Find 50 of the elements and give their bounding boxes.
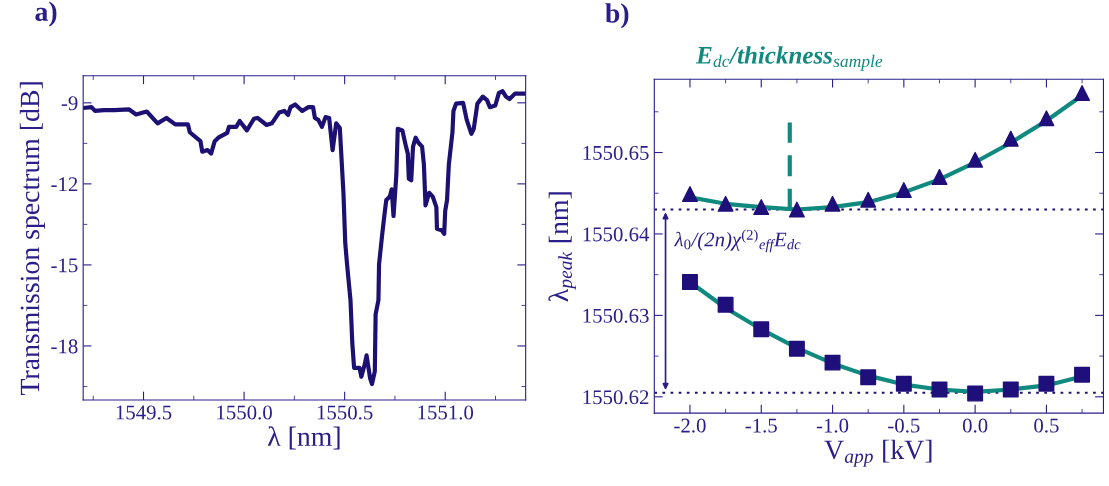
annotation: λ$_{0}$/(2n)χ$^{(2)}$$_{eff}$E$_{dc}$ <box>674 229 801 253</box>
point <box>717 296 734 313</box>
y-tick-label: 1550.64 <box>583 227 650 242</box>
point <box>824 354 841 371</box>
point <box>967 385 984 402</box>
x-axis-title: λ [nm] <box>267 426 340 450</box>
point <box>860 191 877 208</box>
x-tick-label: 1551.0 <box>418 405 474 420</box>
line-series <box>83 89 526 387</box>
point <box>753 199 770 216</box>
point <box>717 195 734 212</box>
point <box>1002 381 1019 398</box>
y-axis-title: λ$_{peak}$ [nm] <box>548 192 576 302</box>
y-tick-label: -12 <box>51 177 78 192</box>
x-tick-label: -0.5 <box>888 418 920 433</box>
point <box>895 375 912 392</box>
y-tick-label: -15 <box>51 258 78 273</box>
x-tick-label: 1549.5 <box>116 405 172 420</box>
point <box>788 340 805 357</box>
y-tick-label: 1550.62 <box>583 390 649 405</box>
y-tick-label: -9 <box>61 96 78 111</box>
point <box>681 274 698 290</box>
point <box>1038 110 1055 127</box>
point <box>860 369 877 386</box>
x-tick-label: 0.5 <box>1034 418 1059 433</box>
point <box>1038 375 1055 392</box>
point <box>753 321 770 338</box>
point <box>931 168 948 185</box>
point <box>1074 85 1091 102</box>
ref-line-label: E$_{dc}$/thickness$_{sample}$ <box>695 46 883 71</box>
chart-title: b) <box>605 3 629 29</box>
chart-title: a) <box>35 1 57 27</box>
x-tick-label: 1550.5 <box>317 405 373 420</box>
point <box>895 181 912 198</box>
x-tick-label: 0.0 <box>962 418 988 433</box>
point <box>1074 366 1091 383</box>
point <box>824 195 841 212</box>
x-tick-label: 1550.0 <box>217 405 272 420</box>
x-tick-label: -1.5 <box>745 418 777 433</box>
point <box>788 201 805 218</box>
point <box>1002 130 1019 147</box>
y-tick-label: -18 <box>51 339 78 354</box>
y-tick-label: 1550.65 <box>583 145 649 161</box>
x-tick-label: -1.0 <box>816 418 849 433</box>
x-tick-label: -2.0 <box>674 418 706 433</box>
y-tick-label: 1550.63 <box>583 308 649 323</box>
y-axis-title: Transmission spectrum [dB] <box>19 82 45 396</box>
point <box>967 151 984 168</box>
point <box>681 186 698 203</box>
x-axis-title: V$_{app}$ [kV] <box>824 439 932 467</box>
